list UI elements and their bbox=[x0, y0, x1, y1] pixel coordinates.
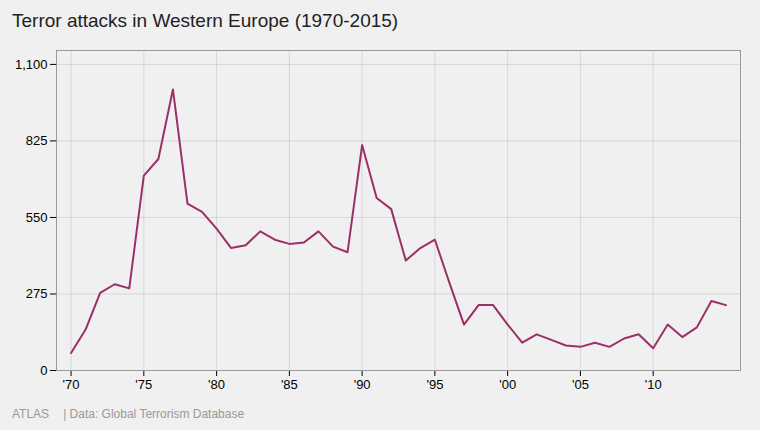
svg-text:'70: '70 bbox=[63, 377, 80, 392]
html-text:Terror attacks in Western Euro: Terror attacks in Western Europe (1970-2… bbox=[12, 10, 399, 31]
svg-text:'95: '95 bbox=[426, 377, 443, 392]
svg-text:'75: '75 bbox=[135, 377, 152, 392]
svg-text:'05: '05 bbox=[572, 377, 589, 392]
svg-text:'90: '90 bbox=[354, 377, 371, 392]
svg-text:275: 275 bbox=[26, 286, 48, 301]
svg-text:'80: '80 bbox=[208, 377, 225, 392]
svg-text:'10: '10 bbox=[645, 377, 662, 392]
svg-text:825: 825 bbox=[26, 133, 48, 148]
html-text:ATLAS: ATLAS bbox=[12, 407, 50, 421]
svg-text:'85: '85 bbox=[281, 377, 298, 392]
svg-text:1,100: 1,100 bbox=[15, 57, 48, 72]
html-text:| Data: Global Terrorism Datab: | Data: Global Terrorism Database bbox=[63, 407, 245, 421]
svg-text:0: 0 bbox=[40, 363, 47, 378]
svg-text:550: 550 bbox=[26, 210, 48, 225]
svg-text:'00: '00 bbox=[499, 377, 516, 392]
